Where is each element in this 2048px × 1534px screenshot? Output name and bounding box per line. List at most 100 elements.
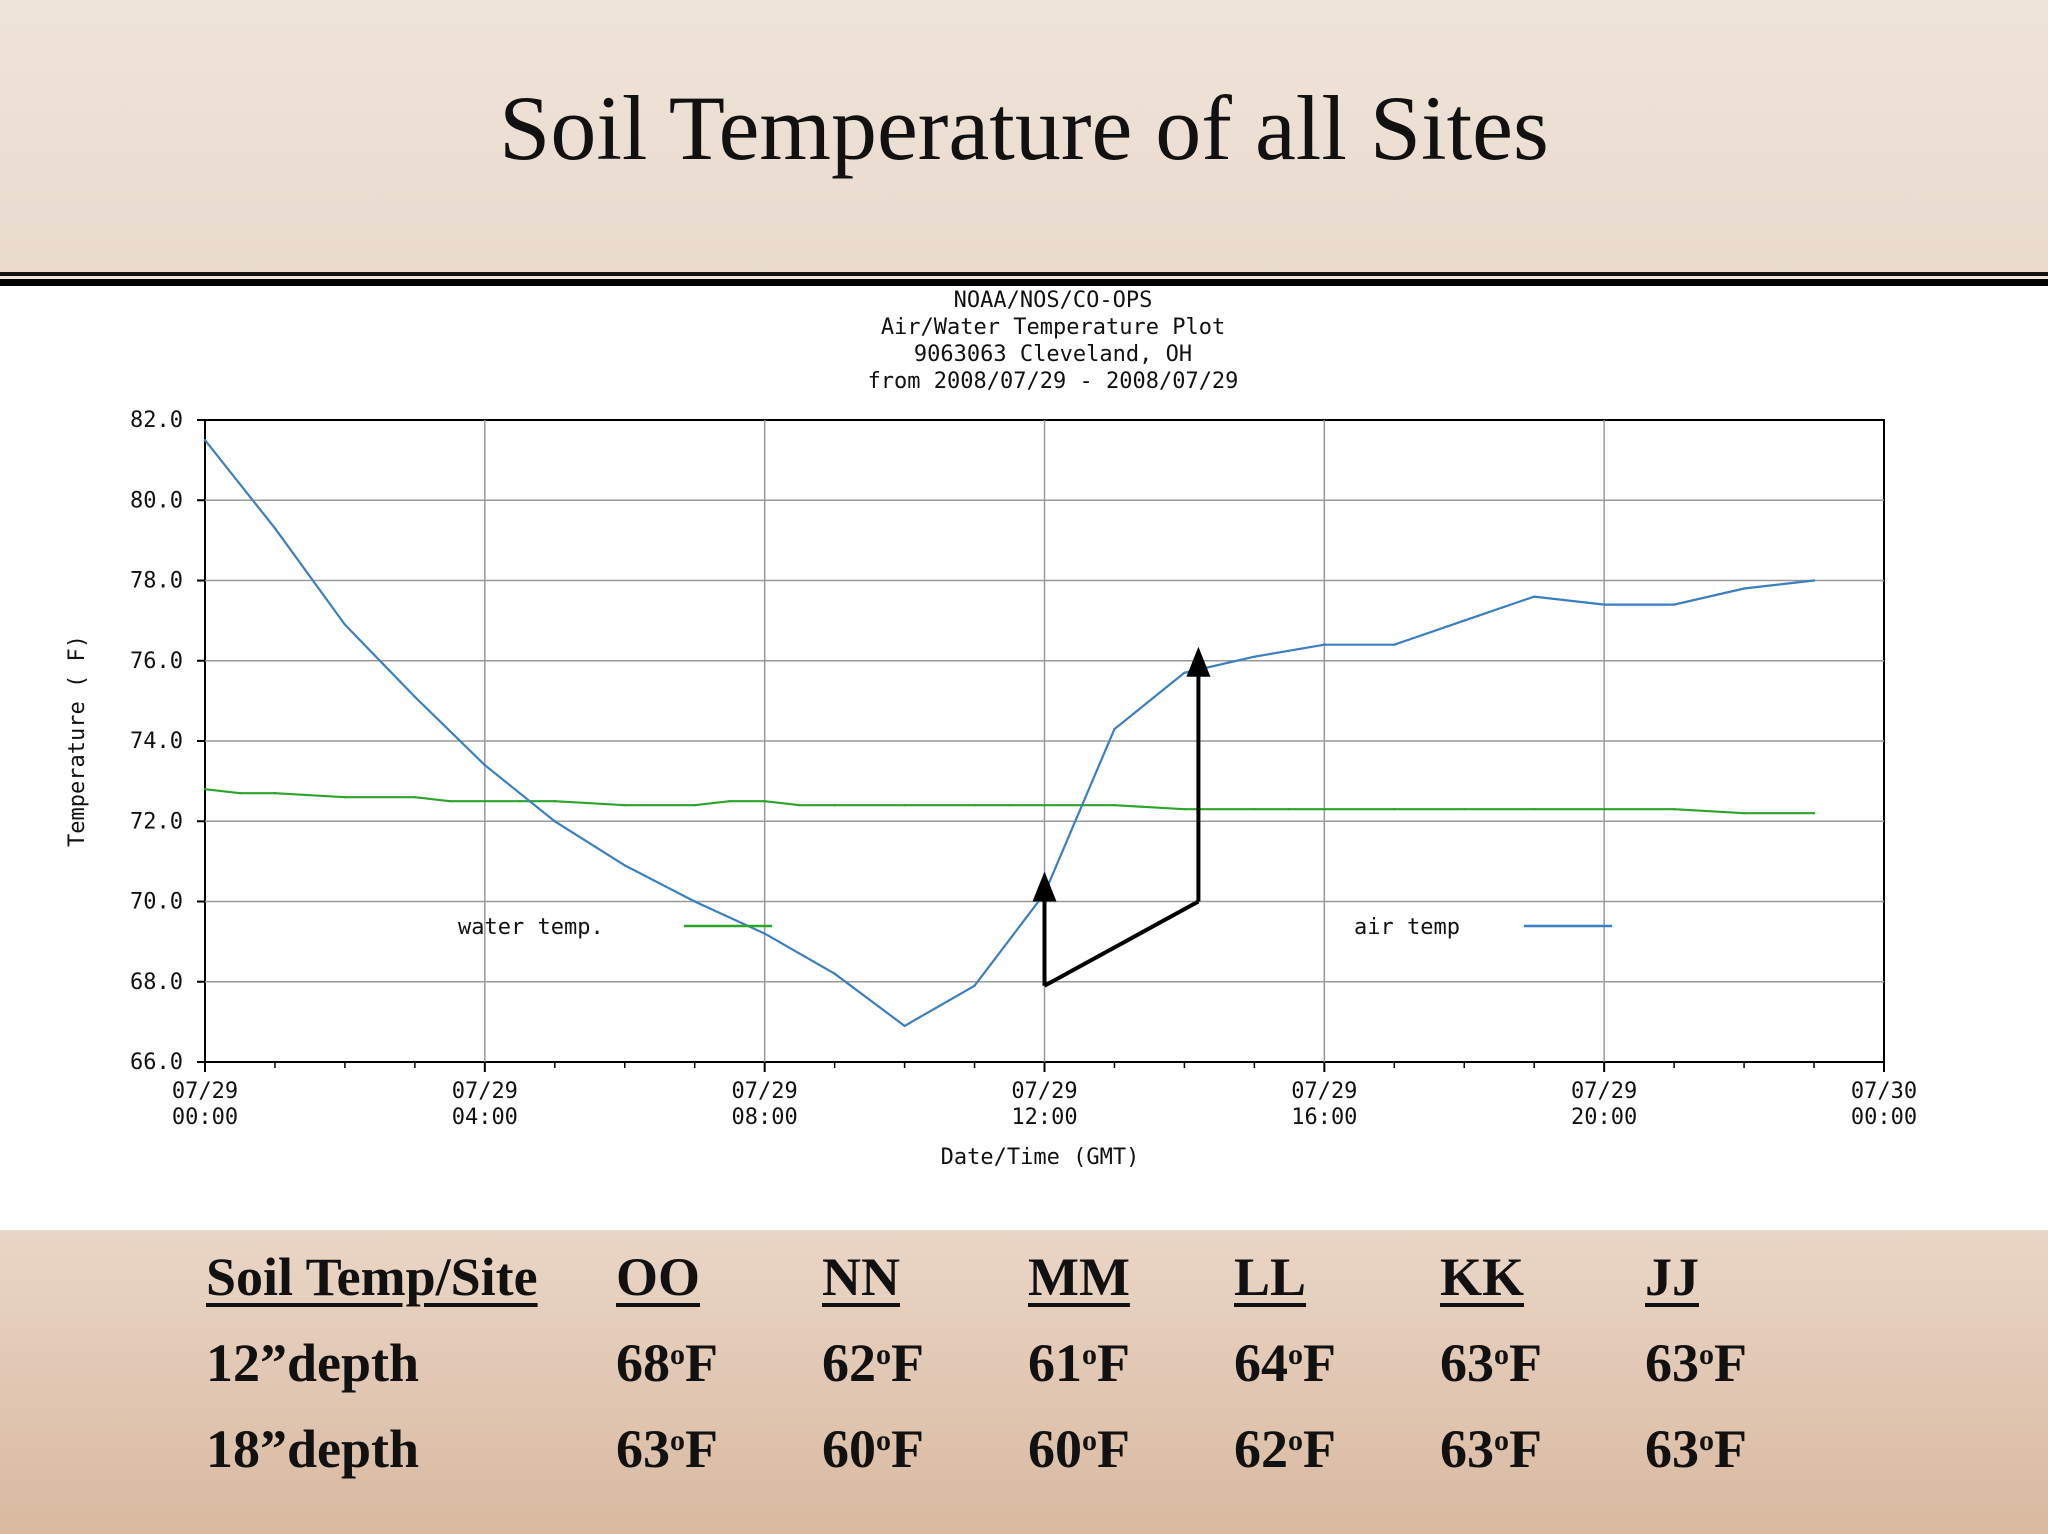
table-header-site: JJ	[1645, 1247, 1699, 1307]
data-point	[1113, 804, 1116, 807]
data-point	[448, 799, 452, 803]
table-cell-temperature: 63oF	[1645, 1336, 1747, 1390]
degree-mark: o	[1494, 1424, 1509, 1457]
table-cell-temperature: 63oF	[616, 1422, 718, 1476]
y-tick-label: 74.0	[130, 729, 183, 754]
data-point	[1812, 579, 1816, 582]
data-point	[693, 804, 696, 807]
data-point	[798, 804, 801, 807]
table-cell-temperature: 62oF	[1234, 1422, 1336, 1476]
temperature-value: 64	[1234, 1333, 1288, 1393]
data-point	[973, 984, 976, 987]
temperature-value: 63	[616, 1419, 670, 1479]
data-point	[1463, 808, 1466, 811]
y-tick-label: 70.0	[130, 890, 183, 915]
temperature-unit: F	[1303, 1419, 1336, 1479]
data-point	[1393, 808, 1396, 811]
chart-panel: NOAA/NOS/CO-OPS Air/Water Temperature Plo…	[0, 286, 2048, 1230]
x-tick-label-time: 04:00	[452, 1105, 518, 1130]
soil-temperature-table: Soil Temp/Site OO NN MM LL KK JJ 12”depth 68oF 62…	[0, 1230, 2048, 1534]
degree-mark: o	[1494, 1338, 1509, 1371]
chart-title-line: 9063063 Cleveland, OH	[914, 342, 1192, 367]
x-tick-label-date: 07/29	[1291, 1079, 1357, 1104]
legend-label-water-temp: water temp.	[458, 915, 604, 940]
x-tick-label-time: 00:00	[172, 1105, 238, 1130]
temperature-unit: F	[1509, 1419, 1542, 1479]
temperature-value: 62	[1234, 1419, 1288, 1479]
data-point	[518, 799, 522, 803]
data-point	[203, 787, 207, 791]
temperature-unit: F	[1097, 1419, 1130, 1479]
data-point	[903, 1024, 906, 1028]
data-point	[483, 799, 487, 803]
table-cell-temperature: 61oF	[1028, 1336, 1130, 1390]
x-tick-label-date: 07/30	[1851, 1079, 1917, 1104]
data-point	[763, 932, 766, 935]
degree-mark: o	[1699, 1424, 1714, 1457]
y-tick-label: 78.0	[130, 569, 183, 594]
legend-label-air-temp: air temp	[1354, 915, 1460, 940]
temperature-unit: F	[685, 1333, 718, 1393]
data-point	[238, 791, 242, 795]
data-point	[1323, 808, 1326, 811]
data-point	[1672, 808, 1676, 811]
data-point	[273, 527, 277, 530]
data-point	[763, 799, 766, 803]
temperature-value: 63	[1645, 1419, 1699, 1479]
y-tick-label: 80.0	[130, 488, 183, 513]
data-point	[1183, 808, 1186, 811]
data-point	[553, 799, 556, 803]
table-cell-temperature: 63oF	[1440, 1336, 1542, 1390]
data-point	[483, 763, 487, 767]
table-header-site: MM	[1028, 1247, 1130, 1307]
header-rule-thick	[0, 279, 2048, 286]
y-axis-label: Temperature ( F)	[65, 635, 90, 847]
table-row-label: 18”depth	[206, 1419, 420, 1479]
y-tick-label: 66.0	[130, 1050, 183, 1075]
annotation-arrowhead	[1032, 871, 1057, 902]
data-point	[1393, 643, 1396, 646]
data-point	[553, 820, 556, 823]
y-tick-label: 72.0	[130, 809, 183, 834]
data-point	[623, 804, 626, 807]
header-rule-thin	[0, 272, 2048, 276]
temperature-value: 61	[1028, 1333, 1082, 1393]
temperature-unit: F	[1303, 1333, 1336, 1393]
x-tick-label-date: 07/29	[1571, 1079, 1637, 1104]
data-point	[728, 799, 731, 803]
table-cell-temperature: 60oF	[822, 1422, 924, 1476]
table-cell-temperature: 62oF	[822, 1336, 924, 1390]
data-point	[1288, 808, 1291, 811]
degree-mark: o	[1082, 1424, 1097, 1457]
data-point	[623, 864, 626, 867]
x-tick-label-time: 20:00	[1571, 1105, 1637, 1130]
data-point	[413, 695, 417, 699]
table-cell-temperature: 63oF	[1440, 1422, 1542, 1476]
degree-mark: o	[670, 1338, 685, 1371]
data-point	[1113, 727, 1116, 731]
data-point	[1742, 587, 1746, 590]
temperature-unit: F	[891, 1333, 924, 1393]
data-point	[1183, 671, 1186, 674]
table-header-site: LL	[1234, 1247, 1307, 1307]
chart-title-line: from 2008/07/29 - 2008/07/29	[868, 369, 1239, 394]
temperature-unit: F	[1097, 1333, 1130, 1393]
x-tick-label-date: 07/29	[1011, 1079, 1077, 1104]
temperature-value: 63	[1440, 1419, 1494, 1479]
data-point	[1602, 808, 1606, 811]
temperature-value: 60	[1028, 1419, 1082, 1479]
data-point	[693, 900, 696, 903]
degree-mark: o	[1288, 1338, 1303, 1371]
x-tick-label-time: 08:00	[732, 1105, 798, 1130]
table-cell-temperature: 63oF	[1645, 1422, 1747, 1476]
temperature-unit: F	[1714, 1333, 1747, 1393]
temperature-unit: F	[891, 1419, 924, 1479]
degree-mark: o	[876, 1424, 891, 1457]
y-tick-label: 82.0	[130, 408, 183, 433]
degree-mark: o	[1288, 1424, 1303, 1457]
degree-mark: o	[876, 1338, 891, 1371]
degree-mark: o	[1699, 1338, 1714, 1371]
y-tick-label: 68.0	[130, 970, 183, 995]
annotation-arrowhead	[1186, 646, 1211, 677]
